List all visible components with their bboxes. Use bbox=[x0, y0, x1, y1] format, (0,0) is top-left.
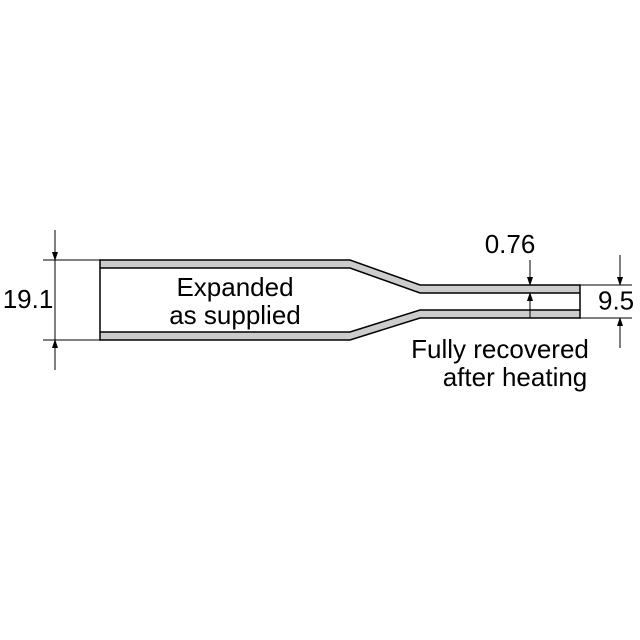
dimension-wall-value: 0.76 bbox=[485, 229, 536, 259]
label-expanded-line2: as supplied bbox=[169, 300, 301, 330]
dimension-expanded-value: 19.1 bbox=[3, 284, 54, 314]
dimension-recovered-value: 9.5 bbox=[598, 286, 634, 316]
tubing-diagram: Expanded as supplied Fully recovered aft… bbox=[0, 0, 640, 640]
label-recovered-line1: Fully recovered bbox=[411, 334, 589, 364]
label-recovered-line2: after heating bbox=[443, 362, 588, 392]
label-expanded-line1: Expanded bbox=[176, 272, 293, 302]
